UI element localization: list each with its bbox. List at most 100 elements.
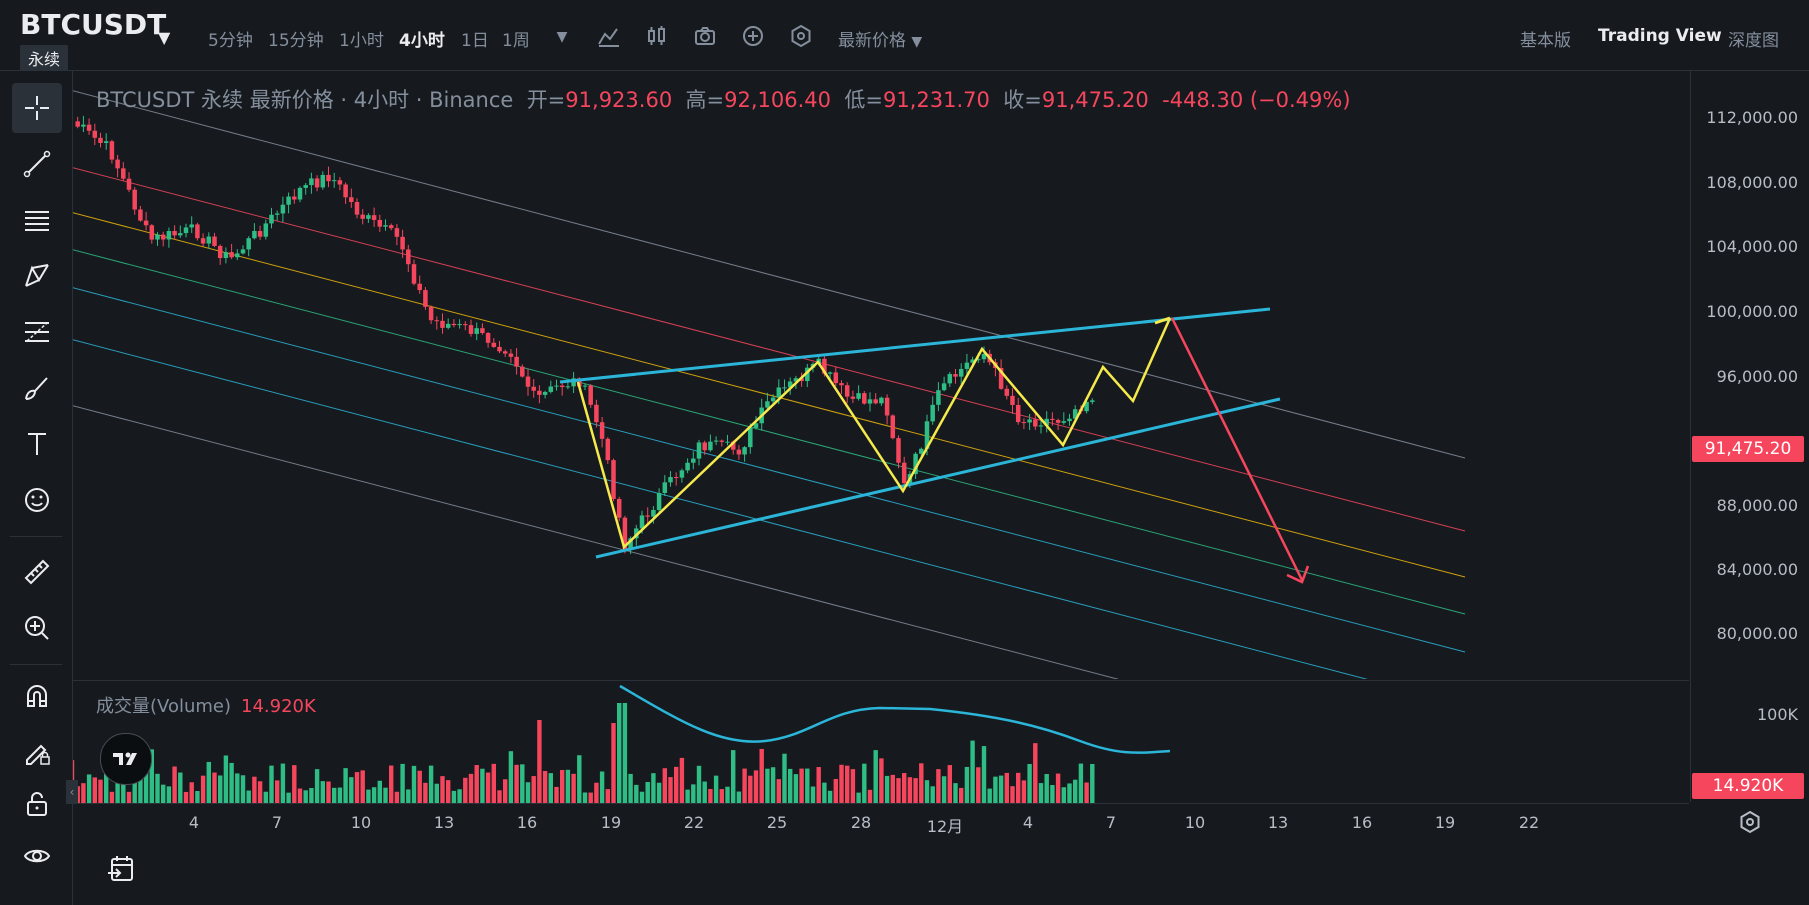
camera-icon[interactable] [692, 24, 718, 50]
time-tick: 4 [1022, 813, 1034, 832]
volume-bar [428, 765, 434, 803]
timeframe-5m[interactable]: 5分钟 [208, 31, 253, 51]
candle [1027, 419, 1032, 423]
candle [480, 328, 485, 333]
timeframe-1h[interactable]: 1小时 [339, 31, 384, 51]
lock-pencil-icon[interactable] [12, 727, 62, 777]
candle [793, 378, 799, 382]
volume-bar [924, 780, 930, 803]
volume-bar [525, 782, 531, 803]
candle [742, 447, 747, 455]
price-chart[interactable] [73, 71, 1689, 679]
candle [86, 124, 92, 131]
volume-bar [708, 788, 713, 803]
candle [805, 367, 810, 382]
volume-bar [1084, 782, 1089, 803]
channel-line[interactable] [73, 339, 1465, 679]
timeframe-4h[interactable]: 4小时 [399, 31, 445, 51]
collapse-toolbar-button[interactable]: ‹ [66, 780, 78, 804]
candle [1050, 418, 1055, 420]
emoji-icon[interactable] [12, 475, 62, 525]
volume-bar [423, 782, 428, 803]
zigzag-projection[interactable] [576, 317, 1172, 550]
time-axis[interactable] [73, 803, 1689, 840]
time-tick: 10 [1184, 813, 1206, 832]
chart-legend: BTCUSDT 永续 最新价格 · 4小时 · Binance 开=91,923… [96, 84, 1351, 114]
symbol-name[interactable]: BTCUSDT [20, 8, 167, 41]
text-icon[interactable] [12, 419, 62, 469]
candle [565, 386, 571, 388]
price-type-dropdown[interactable]: 最新价格 ▼ [838, 26, 922, 51]
volume-bar [628, 773, 633, 803]
volume-bar [383, 787, 388, 803]
channel-line[interactable] [73, 287, 1466, 653]
add-icon[interactable] [740, 24, 766, 50]
timeframe-1w[interactable]: 1周 [502, 31, 530, 51]
candle-type-icon[interactable] [644, 24, 670, 50]
candle [782, 387, 787, 389]
volume-bar [326, 781, 331, 803]
candle [155, 234, 160, 240]
candle [121, 168, 126, 179]
volume-bar [691, 784, 696, 803]
pattern-icon[interactable] [12, 251, 62, 301]
candle [656, 492, 662, 510]
volume-bar [913, 778, 918, 803]
candle [981, 353, 987, 360]
candle [195, 224, 200, 239]
zoom-in-icon[interactable] [12, 603, 62, 653]
timeframe-1d[interactable]: 1日 [461, 31, 489, 51]
timeframe-15m[interactable]: 15分钟 [268, 31, 324, 51]
time-tick: 16 [1351, 813, 1373, 832]
channel-line[interactable] [73, 249, 1466, 615]
tab-basic[interactable]: 基本版 [1520, 31, 1571, 51]
indicator-icon[interactable] [596, 24, 622, 50]
volume-bar [845, 765, 850, 803]
goto-date-icon[interactable] [106, 854, 136, 884]
candle [827, 372, 833, 374]
channel-line[interactable] [73, 90, 1466, 459]
horizontal-lines-icon[interactable] [12, 195, 62, 245]
channel-line[interactable] [73, 405, 1465, 679]
timeframe-more-icon[interactable]: ▼ [556, 29, 568, 45]
volume-bar [377, 780, 382, 803]
volume-bar [987, 788, 992, 803]
candle [998, 367, 1004, 389]
fib-icon[interactable] [12, 307, 62, 357]
trendline-icon[interactable] [12, 139, 62, 189]
tab-depth[interactable]: 深度图 [1728, 31, 1779, 51]
bearish-arrow[interactable] [1170, 317, 1304, 581]
candle [702, 442, 707, 451]
candle [434, 320, 440, 322]
ruler-icon[interactable] [12, 547, 62, 597]
channel-line[interactable] [73, 167, 1466, 532]
tab-tradingview[interactable]: Trading View [1598, 26, 1722, 46]
lock-icon[interactable] [12, 779, 62, 829]
upper-trendline[interactable] [559, 307, 1271, 384]
lower-trendline[interactable] [595, 397, 1281, 559]
candle [554, 385, 559, 387]
settings-icon[interactable] [788, 24, 814, 50]
candle [970, 359, 975, 363]
settings-gear-icon[interactable] [1738, 810, 1762, 834]
brush-icon[interactable] [12, 363, 62, 413]
volume-bar [514, 764, 519, 803]
magnet-icon[interactable] [12, 671, 62, 721]
candle [371, 215, 377, 220]
eye-icon[interactable] [12, 831, 62, 881]
legend-close-label: 收= [1003, 88, 1042, 112]
candle [292, 196, 297, 200]
candle [662, 482, 668, 493]
volume-bar [223, 755, 229, 803]
candle [138, 209, 143, 221]
volume-bar [862, 763, 867, 803]
candle [748, 427, 753, 448]
crosshair-icon[interactable] [12, 83, 62, 133]
volume-chart[interactable] [73, 680, 1689, 803]
volume-bar [252, 776, 257, 803]
volume-bar [565, 769, 571, 803]
volume-bar [674, 766, 679, 803]
tradingview-logo[interactable] [100, 733, 152, 785]
price-axis[interactable]: 112,000.00 108,000.00 104,000.00 100,000… [1690, 71, 1809, 802]
chevron-down-icon[interactable]: ▼ [158, 28, 171, 47]
